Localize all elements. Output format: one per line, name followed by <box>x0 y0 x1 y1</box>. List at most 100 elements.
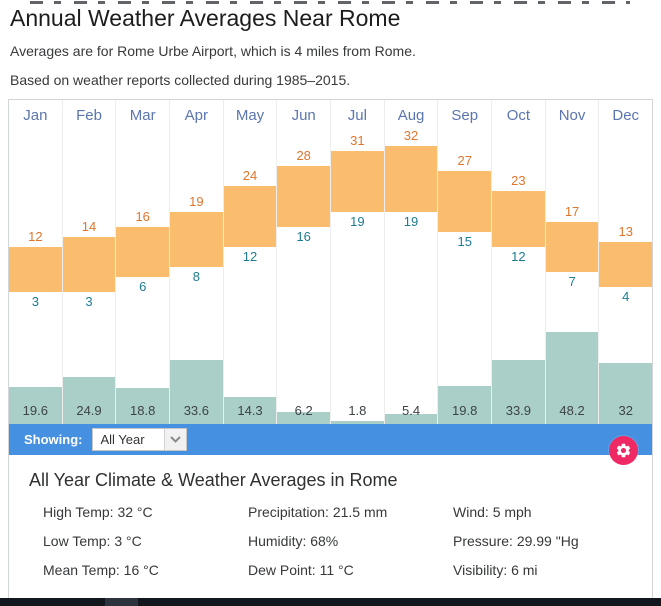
clipped-text-artifact <box>30 1 630 4</box>
stat-item-high-temp: High Temp: 32 °C <box>43 504 248 520</box>
high-temp-value: 17 <box>564 203 580 219</box>
stat-value: 6 mi <box>511 562 538 578</box>
stats-heading: All Year Climate & Weather Averages in R… <box>29 470 398 490</box>
month-label: Sep <box>451 107 479 124</box>
month-label: Mar <box>129 107 156 124</box>
stat-item-wind: Wind: 5 mph <box>453 504 652 520</box>
high-temp-value: 23 <box>511 173 526 189</box>
precipitation-value: 1.8 <box>348 403 367 418</box>
precipitation-value: 19.8 <box>452 403 478 418</box>
precipitation-value: 32 <box>618 403 633 418</box>
precipitation-value: 5.4 <box>402 403 421 418</box>
precipitation-bar <box>545 332 599 424</box>
temperature-range-bar <box>62 236 116 293</box>
month-label: May <box>235 107 265 124</box>
temperature-range-bar <box>9 247 62 293</box>
precipitation-bar <box>331 420 384 424</box>
stat-label: Mean Temp: <box>43 562 124 578</box>
temperature-range-bar <box>223 186 277 247</box>
month-label: Aug <box>397 107 425 124</box>
precipitation-bar <box>438 386 492 424</box>
precipitation-bar <box>492 359 545 424</box>
month-label: Apr <box>184 107 209 124</box>
temperature-range-bar <box>331 151 384 212</box>
stat-item-pressure: Pressure: 29.99 "Hg <box>453 533 652 549</box>
stat-label: Pressure: <box>453 533 517 549</box>
precipitation-value: 6.2 <box>294 403 313 418</box>
precipitation-value: 18.8 <box>130 403 156 418</box>
stat-item-precipitation: Precipitation: 21.5 mm <box>248 504 453 520</box>
high-temp-value: 19 <box>189 193 204 209</box>
month-label: Nov <box>558 107 586 124</box>
precipitation-bar <box>9 386 62 424</box>
high-temp-value: 32 <box>403 128 419 143</box>
month-column-jan: Jan 19.6 12 3 <box>9 100 63 424</box>
gear-icon <box>616 443 631 458</box>
precipitation-bar <box>223 396 277 424</box>
precipitation-bar <box>116 388 170 424</box>
temperature-range-bar <box>277 166 331 227</box>
stat-label: High Temp: <box>43 504 118 520</box>
precipitation-bar <box>62 376 116 424</box>
stat-label: Wind: <box>453 504 493 520</box>
chevron-down-icon <box>163 429 186 450</box>
month-column-jun: Jun 6.2 28 16 <box>277 100 332 424</box>
stat-value: 21.5 mm <box>332 504 388 520</box>
high-temp-value: 16 <box>135 208 150 224</box>
low-temp-value: 16 <box>296 228 311 244</box>
report-period-note: Based on weather reports collected durin… <box>10 72 351 88</box>
low-temp-value: 8 <box>192 269 200 285</box>
high-temp-value: 14 <box>81 218 97 234</box>
stat-value: 16 °C <box>123 562 159 578</box>
stat-label: Low Temp: <box>43 533 115 549</box>
low-temp-value: 6 <box>139 279 147 295</box>
low-temp-value: 19 <box>350 213 365 229</box>
stat-value: 5 mph <box>492 504 532 520</box>
high-temp-value: 27 <box>457 153 472 169</box>
stat-item-dew-point: Dew Point: 11 °C <box>248 562 453 578</box>
period-select[interactable]: All Year <box>91 428 187 451</box>
precipitation-value: 33.9 <box>505 403 532 418</box>
stat-item-visibility: Visibility: 6 mi <box>453 562 652 578</box>
temperature-range-bar <box>599 241 652 288</box>
low-temp-value: 19 <box>403 213 419 229</box>
month-column-aug: Aug 5.4 32 19 <box>384 100 439 424</box>
stat-label: Precipitation: <box>248 504 333 520</box>
high-temp-value: 28 <box>296 148 311 164</box>
climate-panel: Jan 19.6 12 3 Feb 24.9 14 3 Mar 18.8 16 6 Apr 33.6 19 8… <box>8 99 653 606</box>
settings-gear-button[interactable] <box>609 436 638 465</box>
stat-label: Humidity: <box>248 533 311 549</box>
precipitation-bar <box>599 363 652 424</box>
stat-label: Visibility: <box>453 562 512 578</box>
precipitation-bar <box>170 360 223 424</box>
stat-value: 29.99 "Hg <box>516 533 579 549</box>
month-label: Jun <box>291 107 316 124</box>
low-temp-value: 3 <box>85 294 93 310</box>
month-column-nov: Nov 48.2 17 7 <box>545 100 600 424</box>
month-label: Feb <box>76 107 102 124</box>
precipitation-value: 19.6 <box>22 403 48 418</box>
month-column-feb: Feb 24.9 14 3 <box>62 100 117 424</box>
precipitation-bar <box>277 412 331 424</box>
showing-label: Showing: <box>24 432 83 447</box>
month-column-mar: Mar 18.8 16 6 <box>116 100 171 424</box>
stat-label: Dew Point: <box>248 562 320 578</box>
month-label: Jul <box>347 107 367 124</box>
precipitation-value: 14.3 <box>237 403 263 418</box>
temperature-range-bar <box>545 221 599 273</box>
stat-value: 68% <box>310 533 339 549</box>
temperature-range-bar <box>170 211 223 268</box>
temperature-range-bar <box>384 146 438 212</box>
month-column-apr: Apr 33.6 19 8 <box>170 100 224 424</box>
stats-section: All Year Climate & Weather Averages in R… <box>9 470 652 605</box>
period-select-value: All Year <box>100 432 145 447</box>
temperature-range-bar <box>116 226 170 278</box>
stat-item-low-temp: Low Temp: 3 °C <box>43 533 248 549</box>
temperature-range-bar <box>492 191 545 247</box>
low-temp-value: 12 <box>511 249 526 264</box>
high-temp-value: 24 <box>242 168 258 184</box>
month-label: Dec <box>612 107 640 124</box>
high-temp-value: 31 <box>350 133 365 149</box>
stat-value: 3 °C <box>114 533 142 549</box>
precipitation-value: 33.6 <box>183 403 209 418</box>
